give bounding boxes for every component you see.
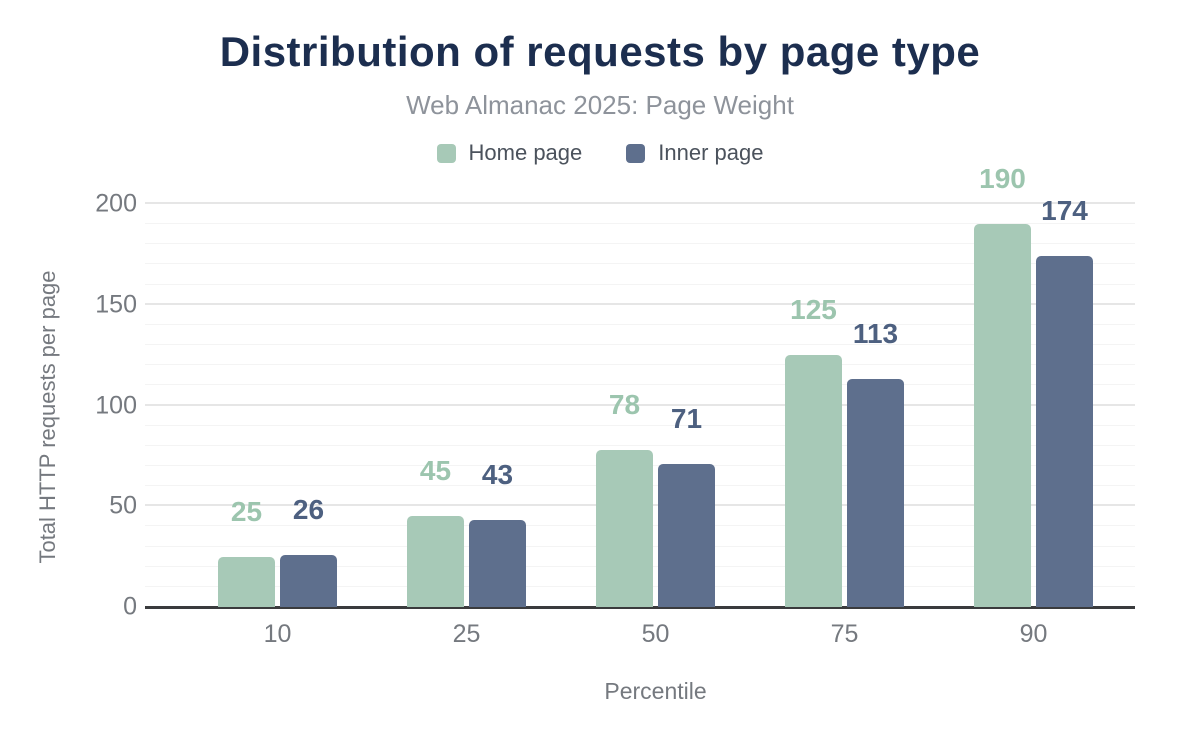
value-label: 26	[292, 493, 325, 525]
x-tick-label: 10	[263, 620, 292, 648]
value-label: 113	[852, 318, 899, 350]
value-label: 71	[670, 402, 703, 434]
y-tick-label: 200	[95, 189, 137, 218]
bar-inner-p10: 26	[280, 495, 337, 607]
plot-area: 25 26 45 43 78 71 125	[183, 165, 1128, 607]
inner-page-swatch-icon	[626, 143, 646, 163]
minor-gridline	[145, 263, 1135, 265]
value-label: 190	[979, 163, 1026, 195]
bar-home-p90: 190	[974, 165, 1031, 607]
minor-gridline	[145, 384, 1135, 386]
bar-inner-p90: 174	[1036, 197, 1093, 607]
minor-gridline	[145, 364, 1135, 366]
legend: Home page Inner page	[0, 140, 1200, 166]
bar-inner-p75: 113	[847, 320, 904, 607]
value-label: 78	[608, 388, 641, 420]
major-gridline	[145, 403, 1135, 406]
x-axis-title: Percentile	[604, 678, 707, 704]
y-tick-label: 150	[95, 290, 137, 319]
bar-home-p10: 25	[218, 497, 275, 607]
y-tick-label: 100	[95, 391, 137, 419]
bar-inner-p25: 43	[469, 461, 526, 607]
bar-group-p90: 190 174	[939, 165, 1128, 607]
value-label: 25	[230, 495, 263, 527]
major-gridline	[145, 202, 1135, 204]
bar-home-p50: 78	[596, 390, 653, 607]
minor-gridline	[145, 344, 1135, 346]
x-tick-label: 25	[452, 620, 481, 648]
minor-gridline	[145, 243, 1135, 245]
minor-gridline	[145, 283, 1135, 285]
minor-gridline	[145, 444, 1135, 446]
bar-group-p75: 125 113	[750, 204, 939, 607]
bar-home-p25: 45	[407, 457, 464, 607]
x-tick-label: 50	[641, 620, 670, 648]
x-axis-line	[145, 606, 1135, 609]
value-label: 174	[1041, 195, 1088, 227]
minor-gridline	[145, 424, 1135, 426]
y-tick-label: 0	[123, 592, 137, 621]
minor-gridline	[145, 223, 1135, 225]
x-axis-ticks: 10 25 50 75 90	[183, 620, 1128, 649]
minor-gridline	[145, 323, 1135, 325]
value-label: 125	[790, 294, 837, 326]
home-page-swatch-icon	[436, 143, 456, 163]
legend-item-inner-page: Inner page	[626, 140, 763, 166]
bar-inner-p50: 71	[658, 404, 715, 607]
bar-group-p25: 45 43	[372, 204, 561, 607]
x-tick-label: 75	[830, 620, 859, 648]
value-label: 45	[419, 455, 452, 487]
bar-group-p10: 25 26	[183, 204, 372, 607]
chart-subtitle: Web Almanac 2025: Page Weight	[406, 90, 794, 120]
y-tick-label: 50	[109, 491, 137, 520]
major-gridline	[145, 302, 1135, 305]
chart-title: Distribution of requests by page type	[219, 28, 981, 75]
legend-item-home-page: Home page	[436, 140, 583, 166]
legend-label: Inner page	[658, 140, 764, 165]
value-label: 43	[481, 459, 514, 491]
legend-label: Home page	[468, 140, 583, 165]
x-tick-label: 90	[1019, 620, 1048, 648]
bar-home-p75: 125	[785, 296, 842, 607]
bar-group-p50: 78 71	[561, 204, 750, 607]
